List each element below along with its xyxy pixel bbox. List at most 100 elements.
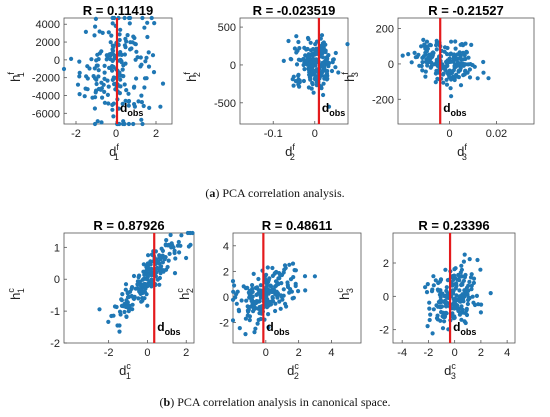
scatter-point [112, 304, 118, 309]
scatter-point [284, 304, 289, 309]
scatter-point [106, 101, 111, 106]
scatter-point [233, 295, 238, 300]
scatter-point [419, 44, 424, 49]
scatter-point [126, 103, 131, 108]
scatter-point [278, 306, 283, 311]
y-tick-label: -2 [50, 338, 60, 350]
scatter-point [409, 60, 414, 65]
y-tick-label: 0 [54, 55, 60, 67]
scatter-point [319, 70, 324, 75]
scatter-point [423, 74, 428, 79]
scatter-point [422, 42, 427, 47]
scatter-point [160, 81, 166, 86]
scatter-point [454, 72, 459, 77]
scatter-point [126, 121, 131, 127]
scatter-point [443, 304, 449, 309]
scatter-point [145, 303, 150, 308]
scatter-point [311, 90, 316, 95]
scatter-point [184, 255, 189, 261]
scatter-point [464, 50, 469, 55]
scatter-point [333, 65, 338, 70]
scatter-point [122, 52, 127, 57]
scatter-point [467, 279, 472, 284]
scatter-point [453, 301, 458, 306]
scatter-point [451, 56, 456, 62]
chart-title: R = 0.23396 [418, 218, 489, 233]
scatter-point [472, 64, 477, 69]
scatter-point [419, 63, 424, 69]
scatter-point [117, 323, 122, 328]
x-axis-label: df 3 [457, 142, 467, 162]
scatter-point [92, 33, 97, 38]
scatter-point [149, 273, 154, 278]
scatter-point [427, 306, 432, 311]
y-tick-label: 2 [383, 258, 389, 270]
scatter-point [258, 283, 263, 288]
x-tick-label: 0 [452, 347, 458, 359]
chart-panel-3: 0 0.02 -200 0 200 dobs R = -0.21527 df 3 hf3 [340, 3, 535, 162]
scatter-point [478, 267, 483, 272]
x-tick-label: 4 [328, 347, 334, 359]
plot-area [232, 232, 362, 344]
scatter-point [105, 92, 110, 97]
scatter-point [139, 62, 144, 67]
scatter-point [257, 299, 262, 304]
scatter-point [313, 42, 318, 47]
scatter-point [445, 278, 450, 283]
scatter-point [82, 94, 87, 99]
scatter-point [126, 99, 131, 104]
scatter-point [244, 298, 249, 303]
scatter-point [431, 283, 436, 288]
scatter-point [168, 232, 173, 238]
caption-b-text: PCA correlation analysis in canonical sp… [174, 395, 391, 409]
scatter-point [102, 63, 107, 68]
scatter-point [486, 76, 491, 81]
scatter-point [296, 73, 301, 78]
scatter-point [444, 285, 449, 290]
scatter-point [141, 262, 146, 267]
plot-area [392, 232, 516, 344]
scatter-point [430, 331, 435, 336]
scatter-point [110, 68, 115, 73]
y-tick-label: -200 [372, 94, 394, 106]
scatter-point [437, 279, 443, 284]
scatter-point [452, 267, 457, 272]
scatter-point [106, 84, 111, 89]
scatter-point [94, 81, 99, 87]
scatter-point [438, 305, 443, 310]
scatter-point [98, 87, 103, 92]
scatter-point [124, 88, 129, 93]
scatter-point [230, 279, 236, 284]
scatter-point [433, 80, 438, 85]
y-axis-label: hc1 [6, 288, 26, 300]
x-axis-label: dc 1 [119, 361, 131, 381]
scatter-point [146, 253, 151, 258]
scatter-point [466, 283, 471, 288]
scatter-point [281, 58, 286, 64]
x-tick-label: 2 [153, 128, 159, 140]
scatter-point [464, 312, 470, 318]
scatter-point [320, 60, 325, 66]
y-tick-label: 4000 [36, 19, 60, 31]
scatter-point [465, 292, 470, 297]
scatter-point [290, 261, 296, 266]
scatter-point [112, 15, 117, 21]
scatter-point [469, 42, 474, 48]
scatter-point [145, 20, 150, 25]
scatter-point [120, 121, 126, 127]
scatter-point [252, 304, 257, 309]
scatter-point [185, 230, 190, 236]
scatter-point [457, 288, 462, 293]
scatter-point [286, 38, 291, 44]
scatter-point [274, 290, 279, 295]
scatter-point [281, 270, 286, 275]
scatter-point [102, 100, 107, 105]
caption-a: (a) PCA correlation analysis. [205, 186, 345, 200]
y-tick-label: 1 [54, 242, 60, 254]
scatter-point [325, 76, 330, 81]
scatter-point [110, 102, 115, 107]
obs-label: dobs [157, 320, 180, 337]
scatter-point [119, 58, 124, 64]
scatter-point [457, 274, 462, 279]
scatter-point [265, 287, 270, 292]
